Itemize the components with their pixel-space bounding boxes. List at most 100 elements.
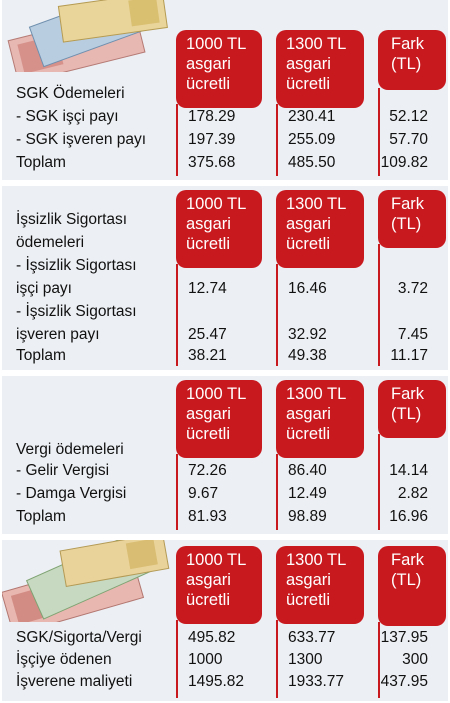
header-1300tl-line3: ücretli: [286, 235, 331, 253]
row-label-total: Toplam: [16, 347, 66, 364]
header-1000tl-line3: ücretli: [186, 425, 231, 443]
value-fark: 437.95: [380, 673, 428, 690]
value-1000tl: 178.29: [188, 108, 236, 125]
value-fark: 2.82: [397, 485, 428, 502]
value-fark: 137.95: [380, 629, 428, 646]
column-divider: [378, 88, 380, 176]
row-label-total: İşverene maliyeti: [16, 673, 133, 690]
header-1300tl-line3: ücretli: [286, 425, 331, 443]
row-label: ödemeleri: [16, 234, 85, 251]
row-label: İşsizlik Sigortası: [16, 211, 128, 228]
header-fark-line1: Fark: [391, 385, 424, 403]
banknotes-illustration: [7, 0, 168, 72]
value-1000tl: 25.47: [188, 326, 227, 343]
column-divider: [176, 264, 178, 366]
row-label: İşçiye ödenen: [16, 651, 112, 668]
header-1000tl: 1000 TL asgari ücretli: [176, 380, 262, 458]
value-1300tl: 633.77: [288, 629, 336, 646]
value-1000tl: 375.68: [188, 154, 236, 171]
value-fark: 14.14: [389, 462, 428, 479]
column-divider: [176, 620, 178, 698]
value-1300tl: 16.46: [288, 280, 327, 297]
value-1000tl: 72.26: [188, 462, 227, 479]
value-1000tl: 9.67: [188, 485, 219, 502]
header-1300tl-line1: 1300 TL: [286, 385, 347, 403]
row-label: - SGK işçi payı: [16, 108, 119, 125]
value-1000tl: 38.21: [188, 347, 227, 364]
row-label: Vergi ödemeleri: [16, 441, 124, 458]
value-1000tl: 12.74: [188, 280, 227, 297]
column-divider: [378, 244, 380, 366]
row-label: SGK/Sigorta/Vergi: [16, 629, 142, 646]
header-fark-line2: (TL): [391, 571, 422, 589]
value-1000tl: 197.39: [188, 131, 236, 148]
header-1300tl-line1: 1300 TL: [286, 195, 347, 213]
row-label-total: Toplam: [16, 154, 66, 171]
value-1000tl: 1495.82: [188, 673, 245, 690]
header-1300tl: 1300 TL asgari ücretli: [276, 380, 364, 458]
header-1000tl-line3: ücretli: [186, 75, 231, 93]
header-1000tl-line2: asgari: [186, 571, 231, 589]
row-label-total: Toplam: [16, 508, 66, 525]
row-label: işveren payı: [16, 326, 100, 343]
header-1000tl-line3: ücretli: [186, 591, 231, 609]
column-divider: [378, 622, 380, 698]
row-label: SGK Ödemeleri: [16, 85, 125, 102]
header-fark-line2: (TL): [391, 405, 422, 423]
value-1300tl: 485.50: [288, 154, 336, 171]
row-label: - İşsizlik Sigortası: [16, 303, 137, 320]
value-1300tl: 32.92: [288, 326, 327, 343]
header-1300tl: 1300 TL asgari ücretli: [276, 30, 364, 108]
row-label: - SGK işveren payı: [16, 131, 147, 148]
header-1000tl-line1: 1000 TL: [186, 385, 247, 403]
header-1300tl-line1: 1300 TL: [286, 35, 347, 53]
value-fark: 57.70: [389, 131, 428, 148]
header-1000tl: 1000 TL asgari ücretli: [176, 30, 262, 108]
header-fark-line1: Fark: [391, 195, 424, 213]
header-1000tl-line2: asgari: [186, 215, 231, 233]
sgk-section: 1000 TL asgari ücretli 1300 TL asgari üc…: [2, 0, 448, 180]
value-fark: 52.12: [389, 108, 428, 125]
value-1000tl: 1000: [188, 651, 223, 668]
header-1300tl-line3: ücretli: [286, 591, 331, 609]
value-fark: 16.96: [389, 508, 428, 525]
header-1000tl: 1000 TL asgari ücretli: [176, 546, 262, 624]
value-1300tl: 255.09: [288, 131, 336, 148]
header-1300tl-line2: asgari: [286, 571, 331, 589]
column-divider: [176, 104, 178, 176]
column-divider: [276, 264, 278, 366]
header-fark-line2: (TL): [391, 215, 422, 233]
value-1300tl: 98.89: [288, 508, 327, 525]
header-1000tl-line2: asgari: [186, 405, 231, 423]
value-fark: 11.17: [390, 347, 428, 364]
header-1300tl-line2: asgari: [286, 405, 331, 423]
header-1000tl: 1000 TL asgari ücretli: [176, 190, 262, 268]
header-fark-line1: Fark: [391, 35, 424, 53]
banknotes-illustration: [2, 540, 170, 622]
value-fark: 7.45: [397, 326, 428, 343]
value-1300tl: 1933.77: [288, 673, 345, 690]
header-1000tl-line1: 1000 TL: [186, 551, 247, 569]
row-label: - İşsizlik Sigortası: [16, 257, 137, 274]
value-1300tl: 1300: [288, 651, 323, 668]
row-label: - Gelir Vergisi: [16, 462, 110, 479]
header-1000tl-line1: 1000 TL: [186, 195, 247, 213]
issizlik-sigortasi-section: 1000 TL asgari ücretli 1300 TL asgari üc…: [2, 186, 448, 370]
value-1300tl: 86.40: [288, 462, 327, 479]
header-fark-line1: Fark: [391, 551, 424, 569]
header-1300tl-line3: ücretli: [286, 75, 331, 93]
value-1300tl: 230.41: [288, 108, 336, 125]
header-1300tl: 1300 TL asgari ücretli: [276, 190, 364, 268]
vergi-section: 1000 TL asgari ücretli 1300 TL asgari üc…: [2, 376, 448, 534]
row-label: işçi payı: [16, 280, 72, 297]
header-fark: Fark (TL): [378, 546, 446, 626]
column-divider: [276, 620, 278, 698]
header-1300tl-line2: asgari: [286, 215, 331, 233]
value-1300tl: 12.49: [288, 485, 327, 502]
summary-section: 1000 TL asgari ücretli 1300 TL asgari üc…: [2, 540, 448, 701]
value-fark: 300: [402, 651, 428, 668]
header-fark: Fark (TL): [378, 380, 446, 438]
header-1000tl-line1: 1000 TL: [186, 35, 247, 53]
value-fark: 3.72: [397, 280, 428, 297]
header-fark: Fark (TL): [378, 30, 446, 90]
